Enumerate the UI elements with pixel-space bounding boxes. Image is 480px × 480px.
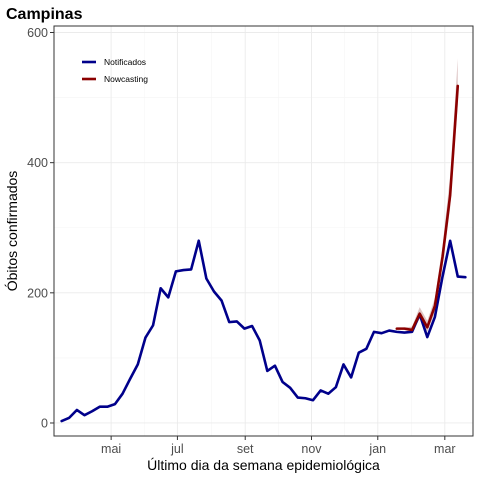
x-tick-label: nov: [301, 442, 322, 456]
interval-band: [396, 58, 458, 333]
plot-panel: [53, 25, 474, 437]
y-axis: 0 200 400 600: [27, 26, 54, 430]
x-axis: mai jul set nov jan mar: [101, 436, 456, 456]
chart-title: Campinas: [6, 6, 83, 23]
legend-label-nowcasting: Nowcasting: [104, 74, 148, 84]
series-lines: [60, 84, 467, 423]
x-axis-title: Último dia da semana epidemiológica: [147, 457, 380, 473]
x-tick-label: mai: [101, 442, 121, 456]
grid: [54, 26, 473, 436]
legend: Notificados Nowcasting: [82, 57, 148, 84]
y-tick-label: 400: [27, 156, 48, 170]
x-tick-label: mar: [434, 442, 456, 456]
x-tick-label: set: [237, 442, 254, 456]
y-axis-title: Óbitos confirmados: [4, 171, 20, 292]
series-line-nowcasting: [395, 84, 460, 332]
x-tick-label: jul: [170, 442, 184, 456]
y-tick-label: 600: [27, 26, 48, 40]
x-tick-label: jan: [368, 442, 386, 456]
y-tick-label: 0: [41, 416, 48, 430]
series-line-notificados: [60, 239, 467, 423]
y-tick-label: 200: [27, 286, 48, 300]
nowcasting-interval: [396, 58, 458, 333]
legend-label-notificados: Notificados: [104, 57, 146, 67]
